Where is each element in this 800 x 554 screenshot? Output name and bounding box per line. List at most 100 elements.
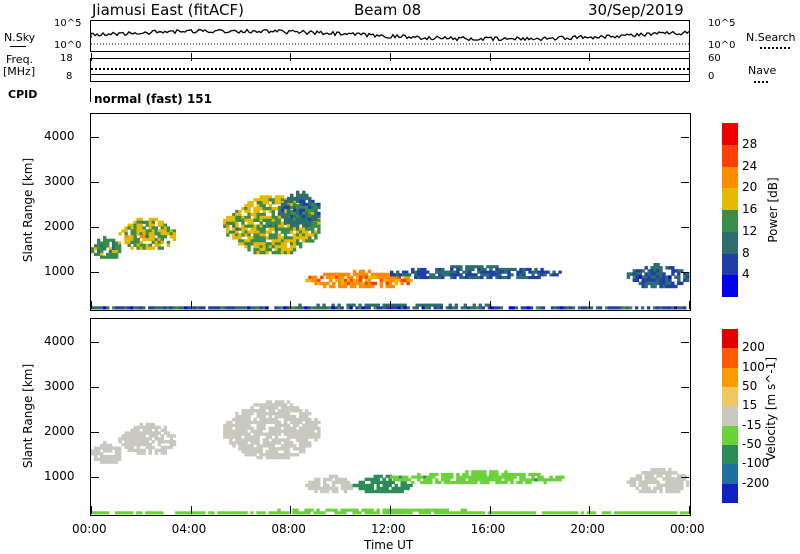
- power-cell: [466, 306, 470, 310]
- velocity-cell: [513, 472, 517, 476]
- power-cell: [232, 224, 236, 228]
- power-cell: [534, 276, 538, 280]
- velocity-cell: [346, 508, 350, 512]
- velocity-cell: [283, 414, 288, 419]
- power-cell: [292, 245, 297, 249]
- velocity-cell: [674, 483, 678, 487]
- power-cell: [223, 218, 227, 222]
- velocity-cell: [635, 474, 639, 478]
- power-cell: [683, 275, 687, 279]
- velocity-cell: [259, 426, 263, 430]
- power-cell: [453, 273, 457, 277]
- power-cell: [397, 278, 401, 283]
- power-cell: [456, 270, 460, 274]
- power-cell: [409, 278, 413, 283]
- power-cell: [117, 244, 122, 248]
- velocity-cell: [334, 511, 338, 515]
- velocity-cell: [394, 508, 398, 512]
- velocity-cell: [295, 406, 300, 410]
- power-cell: [635, 272, 639, 276]
- power-cell: [644, 272, 648, 276]
- velocity-cell: [268, 447, 272, 451]
- cpid-divider: [90, 88, 91, 102]
- velocity-cell: [334, 486, 339, 491]
- power-cell: [311, 199, 315, 204]
- velocity-cell: [562, 511, 567, 515]
- power-cell: [163, 226, 168, 230]
- power-cell: [475, 306, 479, 310]
- power-cell: [124, 232, 128, 236]
- velocity-cell: [235, 423, 239, 427]
- velocity-cell: [601, 511, 606, 515]
- power-cell: [483, 273, 487, 277]
- velocity-cell: [388, 477, 392, 482]
- velocity-cell: [271, 420, 275, 425]
- velocity-cell: [511, 511, 516, 515]
- velocity-cell: [626, 480, 631, 484]
- power-cell: [289, 239, 294, 243]
- velocity-cell: [241, 429, 245, 433]
- nsky-label-underline: [10, 46, 26, 47]
- velocity-cell: [367, 486, 371, 491]
- velocity-cell: [308, 417, 312, 422]
- power-cell: [344, 278, 348, 283]
- power-cell: [367, 306, 371, 310]
- power-cell: [341, 281, 345, 286]
- power-cell: [238, 233, 242, 237]
- velocity-cell: [268, 450, 272, 454]
- velocity-cell: [148, 442, 152, 447]
- power-cell: [302, 205, 306, 210]
- velocity-cell: [439, 508, 443, 512]
- power-cell: [683, 278, 687, 282]
- velocity-cell: [543, 478, 547, 482]
- power-ytick-mark: [681, 136, 689, 138]
- power-cell: [253, 209, 257, 214]
- power-cell: [139, 243, 143, 247]
- velocity-cell: [244, 429, 248, 433]
- power-cell: [632, 275, 636, 279]
- power-cell: [478, 303, 482, 307]
- velocity-cell: [478, 511, 482, 515]
- power-cell: [305, 208, 309, 213]
- power-cell: [112, 306, 116, 310]
- power-cell: [151, 229, 155, 233]
- power-cell: [320, 275, 324, 280]
- power-cell: [346, 281, 351, 286]
- x-tick-mark-nsky: [390, 53, 391, 61]
- power-cell: [296, 190, 300, 195]
- power-cell: [133, 223, 137, 227]
- velocity-cell: [169, 440, 174, 444]
- power-cell: [253, 306, 257, 310]
- power-cell: [540, 270, 544, 274]
- power-cell: [299, 236, 303, 240]
- power-cell: [412, 306, 416, 310]
- power-cell: [290, 214, 294, 219]
- power-cell: [256, 204, 260, 208]
- power-cell: [232, 306, 236, 310]
- velocity-cell: [235, 412, 239, 416]
- velocity-cell: [638, 480, 642, 484]
- power-cell: [114, 252, 119, 256]
- velocity-cell: [238, 426, 242, 430]
- velocity-cell: [453, 481, 457, 485]
- power-cell: [295, 233, 300, 237]
- velocity-cell: [674, 486, 678, 491]
- velocity-cell: [382, 486, 386, 491]
- velocity-cell: [668, 511, 672, 515]
- power-cell: [133, 229, 137, 233]
- velocity-cell: [498, 478, 502, 482]
- power-cell: [108, 247, 113, 251]
- velocity-cell: [616, 511, 621, 515]
- power-cell: [462, 276, 466, 280]
- power-cell: [274, 221, 279, 225]
- power-cell: [244, 242, 248, 246]
- power-cell: [659, 272, 663, 276]
- power-cell: [256, 198, 260, 202]
- velocity-cell: [286, 447, 291, 451]
- velocity-cell: [423, 478, 427, 482]
- power-cell: [296, 223, 300, 228]
- power-cell: [396, 273, 400, 277]
- power-cell: [504, 270, 508, 274]
- velocity-cell: [444, 472, 448, 476]
- velocity-cell: [331, 483, 336, 488]
